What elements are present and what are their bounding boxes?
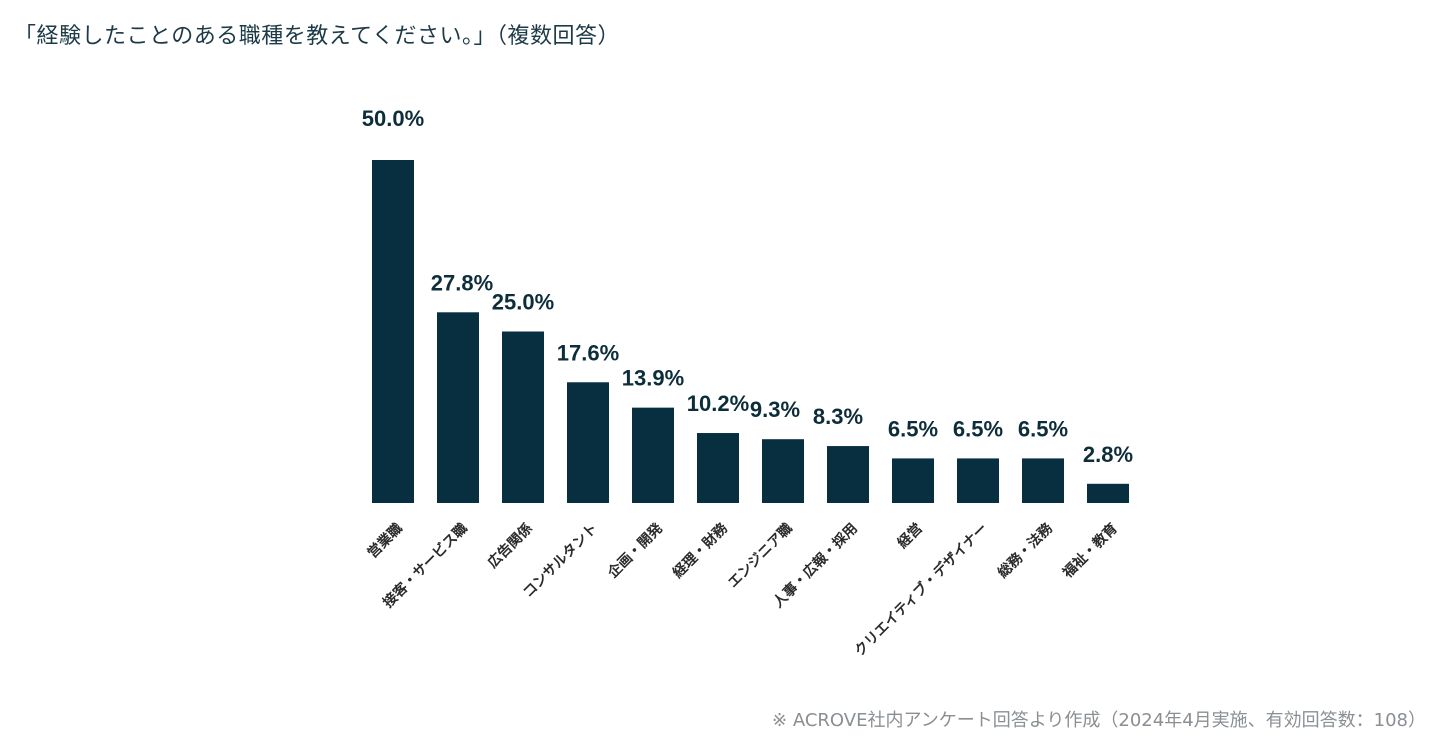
bar-11 [1022, 458, 1064, 503]
value-label-9: 6.5% [888, 416, 938, 441]
bars-group [372, 160, 1129, 503]
bar-6 [697, 433, 739, 503]
value-label-8: 8.3% [813, 404, 863, 429]
value-label-5: 13.9% [622, 366, 684, 391]
category-label-12: 福祉・教育 [1059, 520, 1121, 582]
category-label-6: 経理・財務 [669, 519, 731, 581]
bar-5 [632, 407, 674, 503]
bar-8 [827, 446, 869, 503]
category-label-11: 総務・法務 [994, 519, 1056, 581]
bar-9 [892, 458, 934, 503]
value-label-4: 17.6% [557, 340, 619, 365]
bar-2 [437, 312, 479, 503]
value-label-2: 27.8% [431, 270, 493, 295]
category-label-7: エンジニア職 [724, 520, 795, 591]
bar-10 [957, 458, 999, 503]
bar-12 [1087, 483, 1129, 503]
category-label-9: 経営 [894, 520, 926, 552]
value-label-1: 50.0% [362, 106, 424, 131]
bar-chart: 50.0% 27.8%25.0%17.6%13.9%10.2% 9.3% 8.3% 6.… [362, 106, 1133, 660]
chart-question-title: 「経験したことのある職種を教えてください。」（複数回答） [14, 24, 621, 49]
value-label-6: 10.2% [687, 391, 749, 416]
category-label-3: 広告関係 [484, 520, 536, 572]
value-label-7: 9.3% [750, 397, 800, 422]
value-label-11: 6.5% [1018, 416, 1068, 441]
bar-1 [372, 160, 414, 503]
bar-4 [567, 382, 609, 503]
category-label-1: 営業職 [364, 520, 406, 562]
value-label-12: 2.8% [1083, 442, 1133, 467]
bar-7 [762, 439, 804, 503]
category-label-10: クリエイティブ・デザイナー [851, 520, 991, 660]
value-label-3: 25.0% [492, 290, 554, 315]
bar-3 [502, 331, 544, 503]
category-label-5: 企画・開発 [604, 519, 667, 582]
value-label-10: 6.5% [953, 416, 1003, 441]
source-footnote: ※ ACROVE社内アンケート回答より作成（2024年4月実施、有効回答数：10… [772, 710, 1426, 731]
value-labels-group: 50.0% 27.8%25.0%17.6%13.9%10.2% 9.3% 8.3% 6.… [362, 106, 1133, 467]
